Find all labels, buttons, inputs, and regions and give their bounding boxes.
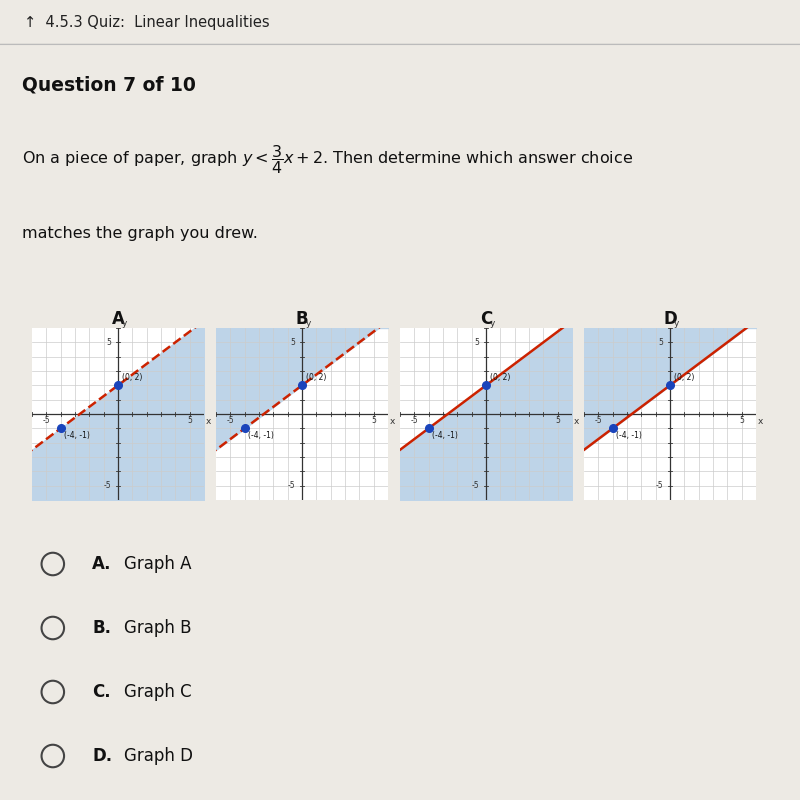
Text: 5: 5	[739, 416, 744, 425]
Text: y: y	[674, 319, 679, 328]
Text: Graph C: Graph C	[124, 683, 192, 701]
Text: (0, 2): (0, 2)	[306, 374, 326, 382]
Text: On a piece of paper, graph $y < \dfrac{3}{4}x + 2$. Then determine which answer : On a piece of paper, graph $y < \dfrac{3…	[22, 142, 633, 176]
Text: 5: 5	[474, 338, 479, 347]
Text: B.: B.	[92, 619, 111, 637]
Text: matches the graph you drew.: matches the graph you drew.	[22, 226, 258, 241]
Text: (0, 2): (0, 2)	[490, 374, 510, 382]
Text: A.: A.	[92, 555, 111, 573]
Text: Graph A: Graph A	[124, 555, 191, 573]
Title: D: D	[663, 310, 677, 328]
Text: y: y	[122, 319, 127, 328]
Text: 5: 5	[290, 338, 295, 347]
Text: x: x	[758, 417, 763, 426]
Text: -5: -5	[471, 481, 479, 490]
Text: -5: -5	[42, 416, 50, 425]
Text: (0, 2): (0, 2)	[674, 374, 694, 382]
Text: 5: 5	[555, 416, 560, 425]
Text: y: y	[306, 319, 311, 328]
Text: -5: -5	[226, 416, 234, 425]
Title: A: A	[111, 310, 125, 328]
Text: (0, 2): (0, 2)	[122, 374, 142, 382]
Title: B: B	[296, 310, 308, 328]
Text: Question 7 of 10: Question 7 of 10	[22, 75, 196, 94]
Text: -5: -5	[103, 481, 111, 490]
Title: C: C	[480, 310, 492, 328]
Text: 5: 5	[658, 338, 663, 347]
Text: 5: 5	[187, 416, 192, 425]
Text: 5: 5	[371, 416, 376, 425]
Text: Graph B: Graph B	[124, 619, 191, 637]
Text: (-4, -1): (-4, -1)	[63, 431, 90, 440]
Text: 5: 5	[106, 338, 111, 347]
Text: -5: -5	[287, 481, 295, 490]
Text: y: y	[490, 319, 495, 328]
Text: (-4, -1): (-4, -1)	[247, 431, 274, 440]
Text: -5: -5	[410, 416, 418, 425]
Text: D.: D.	[92, 747, 112, 765]
Text: -5: -5	[594, 416, 602, 425]
Text: ↑  4.5.3 Quiz:  Linear Inequalities: ↑ 4.5.3 Quiz: Linear Inequalities	[24, 15, 270, 30]
Text: (-4, -1): (-4, -1)	[431, 431, 458, 440]
Text: x: x	[206, 417, 211, 426]
Text: C.: C.	[92, 683, 110, 701]
Text: x: x	[390, 417, 395, 426]
Text: Graph D: Graph D	[124, 747, 193, 765]
Text: -5: -5	[655, 481, 663, 490]
Text: x: x	[574, 417, 579, 426]
Text: (-4, -1): (-4, -1)	[615, 431, 642, 440]
